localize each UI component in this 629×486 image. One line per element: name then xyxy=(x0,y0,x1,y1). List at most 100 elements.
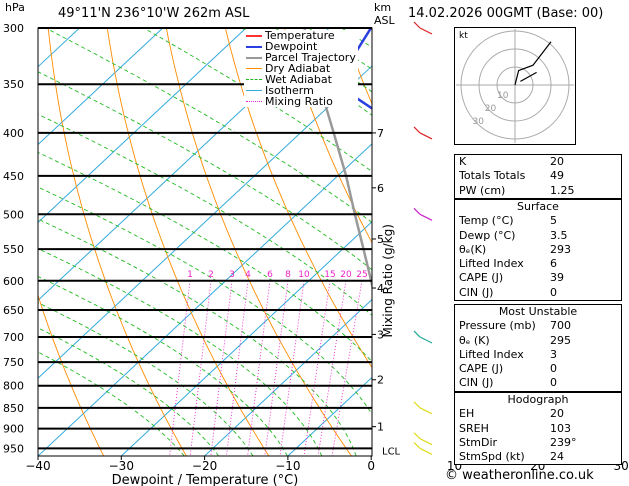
km-axis-label: km xyxy=(374,1,392,14)
surface-row: Dewp (°C) 3.5 xyxy=(459,228,568,242)
wet-adiabat-line xyxy=(38,248,323,456)
index-row: Totals Totals 49 xyxy=(459,169,564,183)
chart-legend: Temperature Dewpoint Parcel Trajectory D… xyxy=(244,30,358,107)
mixing-ratio-line xyxy=(279,280,305,456)
mixing-ratio-line xyxy=(303,280,331,456)
index-row: K 20 xyxy=(459,155,564,168)
hodograph-trace xyxy=(514,41,552,86)
wet-adiabat-line xyxy=(38,302,254,456)
hpa-axis-label: hPa xyxy=(5,1,25,14)
temp-tick-label: −20 xyxy=(192,459,217,473)
pressure-tick-label: 700 xyxy=(3,331,24,344)
most-unstable-row: θₑ (K) 295 xyxy=(459,333,571,347)
dry-adiabat-line xyxy=(106,28,270,456)
legend-item-dewpoint: Dewpoint xyxy=(246,41,356,52)
mixing-ratio-label: 25 xyxy=(356,270,367,280)
mixing-ratio-line xyxy=(210,280,233,456)
lcl-label: LCL xyxy=(382,446,401,457)
legend-item-isotherm: Isotherm xyxy=(246,85,356,96)
isotherm-line xyxy=(38,28,164,146)
x-axis-title: Dewpoint / Temperature (°C) xyxy=(112,473,299,486)
wind-barb-flag xyxy=(413,432,421,440)
mixing-ratio-line xyxy=(331,280,363,456)
legend-item-dry-adiabat: Dry Adiabat xyxy=(246,63,356,74)
hodograph-row: StmDir 239° xyxy=(459,435,577,449)
wind-barb xyxy=(419,132,433,140)
dry-adiabat-line xyxy=(283,28,372,244)
indices-table: K 20 Totals Totals 49 PW (cm) 1.25 xyxy=(454,154,622,199)
station-location: 49°11'N 236°10'W 262m ASL xyxy=(58,6,250,21)
index-row: PW (cm) 1.25 xyxy=(459,183,575,197)
most-unstable-table: Most Unstable Pressure (mb) 700 θₑ (K) 295… xyxy=(454,304,622,392)
surface-row: CAPE (J) 39 xyxy=(459,271,564,285)
km-tick-label: 1 xyxy=(377,421,384,434)
wind-barb-flag xyxy=(413,441,421,449)
pressure-tick-label: 300 xyxy=(3,22,24,35)
wet-adiabat-line xyxy=(38,327,219,456)
copyright-footer: © weatheronline.co.uk xyxy=(445,468,594,483)
mixing-ratio-label: 15 xyxy=(324,270,335,280)
wind-barb xyxy=(419,407,433,415)
most-unstable-row: Lifted Index 3 xyxy=(459,347,557,361)
pressure-tick-label: 350 xyxy=(3,78,24,91)
storm-motion-arrow xyxy=(520,71,537,82)
legend-item-mixing-ratio: Mixing Ratio xyxy=(246,96,356,107)
isotherm-line xyxy=(621,28,629,456)
most-unstable-row: CIN (J) 0 xyxy=(459,376,557,390)
mixing-ratio-line xyxy=(247,280,271,456)
wind-barb-flag xyxy=(413,401,421,409)
legend-item-parcel: Parcel Trajectory xyxy=(246,52,356,63)
wind-barb-flag xyxy=(413,21,421,29)
km-tick-label: 7 xyxy=(377,127,384,140)
most-unstable-title: Most Unstable xyxy=(498,305,578,318)
surface-row: θₑ(K) 293 xyxy=(459,242,571,256)
forecast-datetime: 14.02.2026 00GMT (Base: 00) xyxy=(408,6,604,21)
isotherm-line xyxy=(287,376,372,456)
surface-table: Surface Temp (°C) 5 Dewp (°C) 3.5 θₑ(K) 293… xyxy=(454,199,622,302)
mixing-ratio-line xyxy=(264,280,289,456)
km-tick-label: 5 xyxy=(377,233,384,246)
isotherm-line xyxy=(120,221,372,456)
mixing-ratio-label: 20 xyxy=(340,270,352,280)
hodograph-row: SREH 103 xyxy=(459,421,571,435)
wind-barb xyxy=(419,447,433,455)
isotherm-line xyxy=(38,28,247,224)
surface-title: Surface xyxy=(517,200,559,213)
temp-tick-label: −10 xyxy=(275,459,300,473)
hodograph-title: Hodograph xyxy=(507,393,569,406)
wind-barb-flag xyxy=(413,207,421,215)
temp-tick-label: 0 xyxy=(367,459,375,473)
isotherm-line xyxy=(38,143,372,456)
wind-barb-flag xyxy=(413,126,421,134)
mixing-ratio-label: 4 xyxy=(245,270,251,280)
wind-barb-flag xyxy=(413,330,421,338)
mixing-ratio-label: 1 xyxy=(187,270,193,280)
plot-area xyxy=(38,28,629,456)
dry-adiabat-line xyxy=(47,28,187,456)
hodograph-unit-label: kt xyxy=(459,31,468,41)
km-tick-label: 6 xyxy=(377,182,384,195)
hodograph-table: Hodograph EH 20 SREH 103 StmDir 239° StmSpd… xyxy=(454,392,622,466)
hodograph-row: StmSpd (kt) 24 xyxy=(459,450,564,464)
wet-adiabat-line xyxy=(38,218,357,456)
wind-barb xyxy=(419,336,433,344)
hodograph-ring-label: 20 xyxy=(485,104,497,114)
mixing-ratio-line xyxy=(317,280,347,456)
dry-adiabat-line xyxy=(38,294,105,456)
wet-adiabat-line xyxy=(38,275,288,456)
parcel-trajectory-line xyxy=(303,28,372,291)
pressure-tick-label: 550 xyxy=(3,243,24,256)
dry-adiabat-line xyxy=(224,28,372,369)
wet-adiabat-line xyxy=(38,351,185,456)
surface-row: CIN (J) 0 xyxy=(459,285,557,299)
pressure-tick-label: 800 xyxy=(3,380,24,393)
hodograph-ring-label: 10 xyxy=(497,91,509,101)
pressure-tick-label: 850 xyxy=(3,402,24,415)
pressure-tick-label: 650 xyxy=(3,304,24,317)
mixing-ratio-line xyxy=(225,280,249,456)
most-unstable-row: CAPE (J) 0 xyxy=(459,362,557,376)
temp-tick-label: −30 xyxy=(109,459,134,473)
pressure-tick-label: 600 xyxy=(3,275,24,288)
km-tick-label: 2 xyxy=(377,374,384,387)
